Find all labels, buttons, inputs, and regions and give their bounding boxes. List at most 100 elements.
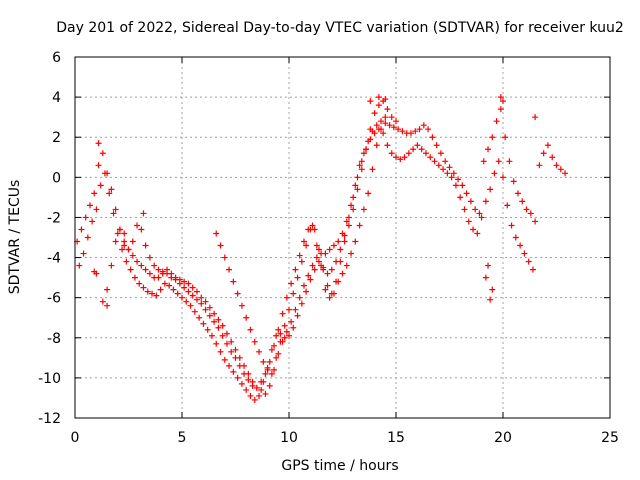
data-point [193, 288, 200, 295]
data-point [506, 158, 513, 165]
data-point [444, 170, 451, 177]
data-point [461, 206, 468, 213]
data-point [315, 258, 322, 265]
data-point [230, 368, 237, 375]
data-point [322, 286, 329, 293]
data-point [181, 278, 188, 285]
data-point [294, 274, 301, 281]
data-point [129, 238, 136, 245]
data-point [288, 318, 295, 325]
data-point [206, 304, 213, 311]
data-point [243, 386, 250, 393]
data-point [450, 170, 457, 177]
data-point [106, 190, 113, 197]
data-point [129, 252, 136, 259]
data-point [298, 300, 305, 307]
data-point [104, 302, 111, 309]
y-tick-label: -12 [38, 411, 61, 427]
data-point [294, 312, 301, 319]
data-point [497, 94, 504, 101]
data-point [292, 306, 299, 313]
data-point [313, 242, 320, 249]
data-point [134, 222, 141, 229]
data-point [352, 182, 359, 189]
data-point [393, 154, 399, 161]
data-point [234, 290, 241, 297]
data-point [540, 150, 547, 157]
data-point [384, 106, 391, 113]
data-point [101, 170, 108, 177]
data-point [273, 354, 280, 361]
data-point [206, 312, 213, 319]
data-point [502, 134, 509, 141]
data-point [427, 154, 434, 161]
data-point [286, 306, 292, 313]
data-point [395, 126, 402, 133]
data-point [330, 242, 337, 249]
data-point [425, 126, 432, 133]
data-point [504, 202, 511, 209]
data-point [185, 288, 192, 295]
data-point [549, 154, 556, 161]
y-axis-ticks: -12 -10 -8 -6 -4 -2 0 2 4 6 [38, 50, 610, 427]
data-point [305, 272, 312, 279]
data-point [390, 124, 397, 131]
data-point [489, 134, 496, 141]
data-point [358, 158, 365, 165]
data-point [373, 142, 380, 149]
data-point [221, 254, 228, 261]
data-point [264, 366, 271, 373]
data-point [337, 258, 344, 265]
data-point [429, 134, 436, 141]
x-tick-label: 15 [387, 430, 405, 446]
data-point [303, 242, 310, 249]
data-point [437, 150, 444, 157]
data-point [266, 382, 273, 389]
x-tick-label: 5 [178, 430, 187, 446]
data-point [149, 290, 156, 297]
data-point [553, 162, 560, 169]
data-point [328, 290, 335, 297]
data-point [401, 154, 408, 161]
data-point [247, 392, 254, 399]
data-point [397, 156, 404, 163]
data-point [493, 118, 500, 125]
data-point [356, 162, 363, 169]
data-point [217, 242, 224, 249]
data-point [277, 330, 284, 337]
data-point [138, 226, 145, 233]
data-point [343, 262, 350, 269]
data-point [318, 262, 325, 269]
data-point [281, 334, 288, 341]
data-point [251, 338, 258, 345]
data-point [262, 370, 269, 377]
series-track-2 [76, 126, 536, 403]
data-point [350, 194, 357, 201]
data-point [378, 126, 385, 133]
data-point [536, 162, 543, 169]
data-point [527, 210, 534, 217]
data-point [532, 114, 539, 121]
data-point [140, 284, 147, 291]
data-point [215, 316, 222, 323]
data-point [393, 118, 399, 125]
data-point [219, 322, 226, 329]
data-point [455, 176, 462, 183]
data-point [179, 294, 185, 301]
data-point [286, 332, 292, 339]
data-point [296, 252, 303, 259]
x-axis-ticks: 0 5 10 15 20 25 [71, 57, 619, 446]
data-point [288, 280, 295, 287]
data-point [230, 278, 237, 285]
data-point [226, 266, 233, 273]
data-point [410, 146, 417, 153]
data-point [311, 226, 318, 233]
data-point [500, 174, 506, 181]
data-point [84, 234, 91, 241]
data-point [189, 292, 196, 299]
data-point [388, 114, 395, 121]
data-point [418, 146, 425, 153]
data-point [172, 276, 179, 283]
data-point [183, 298, 190, 305]
data-point [187, 302, 194, 309]
